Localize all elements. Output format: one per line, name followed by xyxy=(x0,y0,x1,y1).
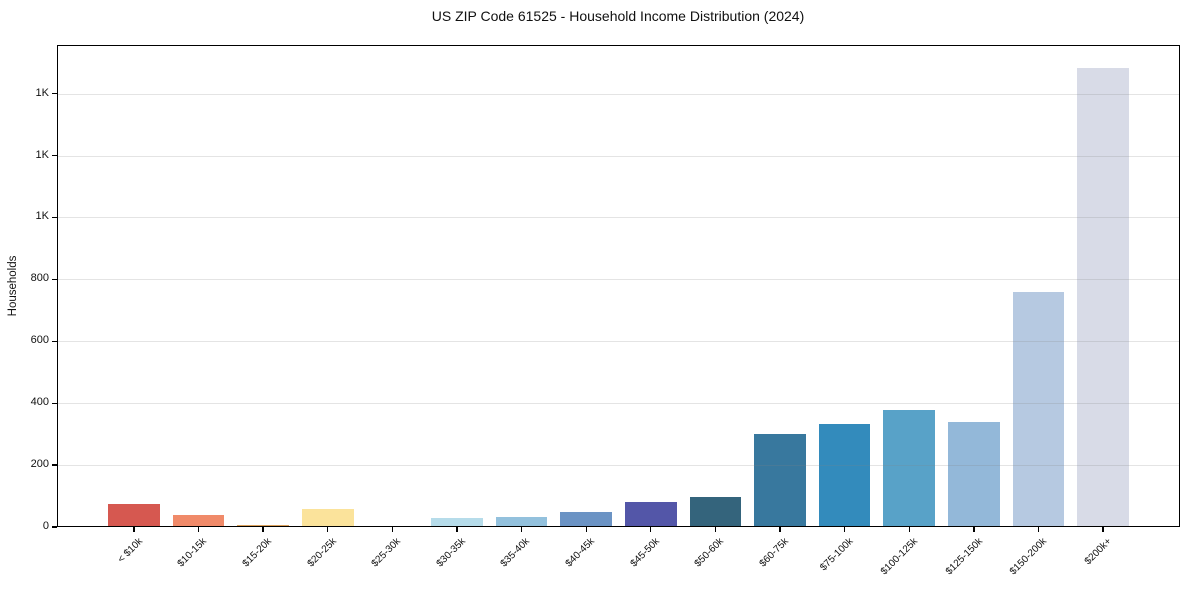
x-tick-mark xyxy=(391,527,393,532)
gridline xyxy=(57,279,1180,281)
gridline xyxy=(57,341,1180,343)
x-tick-mark xyxy=(650,527,652,532)
y-tick-label: 0 xyxy=(42,520,49,532)
y-tick-label: 400 xyxy=(30,396,49,409)
y-tick-label: 600 xyxy=(30,334,49,347)
bar-$200k+ xyxy=(1077,67,1129,527)
y-tick-mark xyxy=(52,340,57,342)
plot-area-frame xyxy=(57,45,1180,527)
x-tick-mark xyxy=(973,527,975,532)
x-tick-label-$35-40k: $35-40k xyxy=(499,536,533,570)
bar-$35-40k xyxy=(495,517,548,527)
y-tick-mark xyxy=(52,216,57,219)
x-tick-label-$75-100k: $75-100k xyxy=(818,536,856,574)
gridline xyxy=(57,155,1180,157)
x-tick-label-$30-35k: $30-35k xyxy=(434,536,468,570)
y-tick-mark xyxy=(52,464,57,466)
y-tick-label: 1K xyxy=(35,86,49,99)
x-tick-mark xyxy=(714,527,717,532)
bar-$150-200k xyxy=(1012,291,1065,527)
y-axis-label: Households xyxy=(7,255,19,317)
x-tick-label-$40-45k: $40-45k xyxy=(563,536,597,570)
bar-< $10k xyxy=(108,503,160,527)
x-tick-mark xyxy=(327,527,329,532)
x-tick-label-$20-25k: $20-25k xyxy=(305,536,339,570)
x-tick-label-$60-75k: $60-75k xyxy=(757,536,791,570)
x-tick-mark xyxy=(520,527,523,532)
y-tick-label: 200 xyxy=(30,458,49,471)
bar-$20-25k xyxy=(301,509,354,527)
x-tick-mark xyxy=(908,527,910,532)
x-tick-label-$150-200k: $150-200k xyxy=(1008,536,1050,578)
x-tick-mark xyxy=(197,527,200,532)
x-tick-label-$50-60k: $50-60k xyxy=(692,536,727,570)
x-tick-mark xyxy=(133,527,135,532)
x-tick-mark xyxy=(262,527,264,532)
y-tick-label: 1K xyxy=(35,148,49,161)
x-tick-label-$100-125k: $100-125k xyxy=(878,536,921,578)
x-tick-mark xyxy=(1102,527,1104,532)
bar-$15-20k xyxy=(237,524,289,527)
y-tick-mark xyxy=(52,154,57,157)
bar-$30-35k xyxy=(431,518,483,527)
gridline xyxy=(57,403,1180,405)
chart-title: US ZIP Code 61525 - Household Income Dis… xyxy=(431,8,805,24)
x-tick-mark xyxy=(779,527,781,532)
gridline xyxy=(57,93,1180,95)
x-tick-mark xyxy=(1037,527,1040,532)
x-tick-label-< $10k: < $10k xyxy=(115,536,145,566)
gridline xyxy=(57,465,1180,467)
x-tick-label-$25-30k: $25-30k xyxy=(369,536,404,570)
bar-$75-100k xyxy=(818,423,871,527)
x-tick-label-$15-20k: $15-20k xyxy=(240,536,274,570)
bar-$40-45k xyxy=(560,511,613,527)
x-tick-label-$200k+: $200k+ xyxy=(1082,536,1114,568)
y-tick-mark xyxy=(52,278,57,281)
bar-$125-150k xyxy=(948,422,1000,527)
x-tick-mark xyxy=(585,527,587,532)
bar-$50-60k xyxy=(689,496,742,527)
y-tick-mark xyxy=(52,93,57,95)
gridline xyxy=(57,217,1180,219)
x-tick-mark xyxy=(844,527,846,532)
bar-$100-125k xyxy=(883,409,936,527)
x-tick-label-$45-50k: $45-50k xyxy=(628,536,662,570)
y-tick-label: 800 xyxy=(30,272,49,285)
y-tick-label: 1K xyxy=(35,210,49,223)
bar-$10-15k xyxy=(172,514,225,527)
bar-$45-50k xyxy=(624,501,677,527)
y-tick-mark xyxy=(52,526,57,528)
bar-$60-75k xyxy=(754,433,806,527)
y-tick-mark xyxy=(52,402,57,404)
x-tick-mark xyxy=(456,527,458,532)
x-tick-label-$125-150k: $125-150k xyxy=(943,536,985,578)
x-tick-label-$10-15k: $10-15k xyxy=(175,536,210,570)
